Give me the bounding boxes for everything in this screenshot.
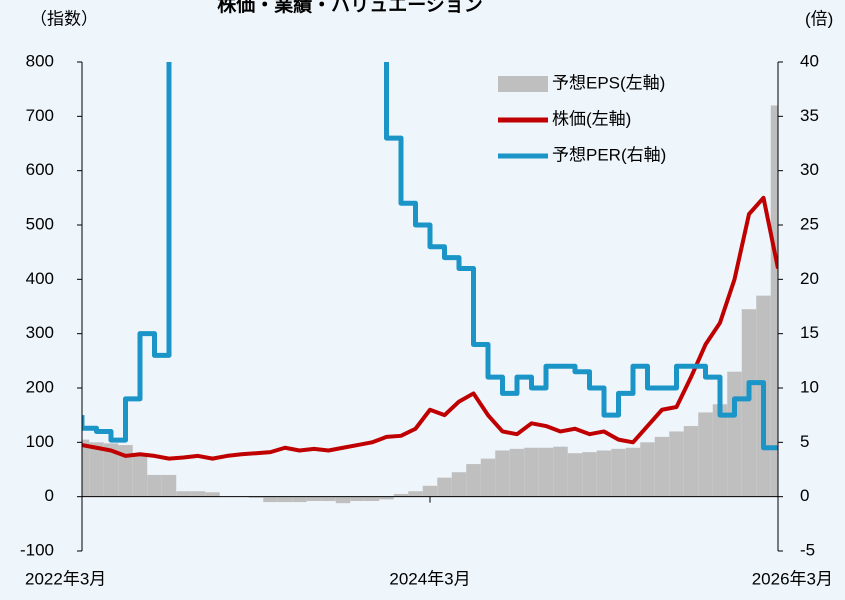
bar	[741, 309, 757, 497]
bar	[509, 448, 525, 497]
bar	[176, 491, 191, 497]
bar	[654, 436, 670, 497]
y-tick-label: 300	[26, 323, 54, 342]
bar	[611, 448, 626, 497]
bar	[335, 496, 351, 504]
line-layer	[82, 62, 778, 461]
bar	[625, 447, 641, 497]
bar	[770, 105, 778, 497]
legend-label: 予想EPS(左軸)	[552, 73, 665, 92]
series-line	[82, 195, 778, 461]
y2-tick-label: 40	[800, 51, 819, 70]
y2-tick-label: 15	[800, 323, 819, 342]
y-tick-label: 100	[26, 432, 54, 451]
y-tick-label: 200	[26, 377, 54, 396]
y-tick-label: 500	[26, 214, 54, 233]
bar	[640, 442, 655, 497]
bar	[364, 496, 380, 502]
bar	[379, 496, 394, 500]
y2-tick-label: -5	[800, 540, 815, 559]
bar	[683, 426, 699, 497]
y2-tick-label: 25	[800, 214, 819, 233]
y2-tick-label: 30	[800, 160, 819, 179]
x-tick-label: 2024年3月	[389, 569, 470, 588]
bar	[437, 477, 452, 497]
bar	[422, 485, 438, 497]
legend-label: 株価(左軸)	[552, 109, 631, 128]
bar	[82, 439, 90, 497]
chart-title: 株価・業績・バリュエーション	[217, 0, 483, 16]
y2-axis-label: (倍)	[805, 9, 833, 28]
bar	[538, 447, 554, 497]
bar	[553, 446, 568, 497]
bar	[451, 472, 467, 497]
bar-layer	[82, 105, 778, 504]
y-axis-label: （指数）	[30, 9, 98, 28]
y-tick-label: 700	[26, 106, 54, 125]
bar	[248, 496, 264, 498]
bar	[103, 443, 119, 497]
bar	[118, 445, 133, 497]
x-tick-label: 2026年3月	[752, 569, 833, 588]
bar	[524, 447, 539, 497]
y2-tick-label: 10	[800, 377, 819, 396]
bar	[408, 491, 423, 497]
y2-tick-label: 0	[800, 486, 809, 505]
bar	[582, 452, 597, 497]
bar	[190, 491, 206, 497]
bar	[466, 464, 481, 497]
bar	[393, 493, 409, 497]
bar	[205, 492, 220, 497]
bar	[698, 412, 713, 497]
bar	[567, 453, 583, 497]
y2-tick-label: 5	[800, 432, 809, 451]
bar	[350, 496, 365, 502]
bar	[480, 458, 496, 497]
bar	[712, 404, 728, 497]
bar	[321, 496, 336, 502]
bar	[306, 496, 322, 502]
legend-label: 予想PER(右軸)	[552, 145, 666, 164]
bar	[132, 455, 148, 497]
y-tick-label: 400	[26, 269, 54, 288]
bar	[263, 496, 278, 503]
series-line	[82, 62, 778, 451]
bar	[292, 496, 307, 503]
y2-tick-label: 20	[800, 269, 819, 288]
bar	[161, 474, 177, 497]
x-tick-label: 2022年3月	[25, 569, 106, 588]
bar	[277, 496, 293, 503]
y-tick-label: 800	[26, 51, 54, 70]
y-tick-label: -100	[20, 540, 54, 559]
bar	[669, 431, 684, 497]
legend-swatch	[498, 76, 548, 92]
bar	[495, 450, 510, 497]
bar	[596, 450, 612, 497]
bar	[147, 474, 162, 497]
y-tick-label: 0	[45, 486, 54, 505]
bar	[89, 442, 104, 497]
bar	[727, 371, 742, 497]
y2-tick-label: 35	[800, 106, 819, 125]
y-tick-label: 600	[26, 160, 54, 179]
